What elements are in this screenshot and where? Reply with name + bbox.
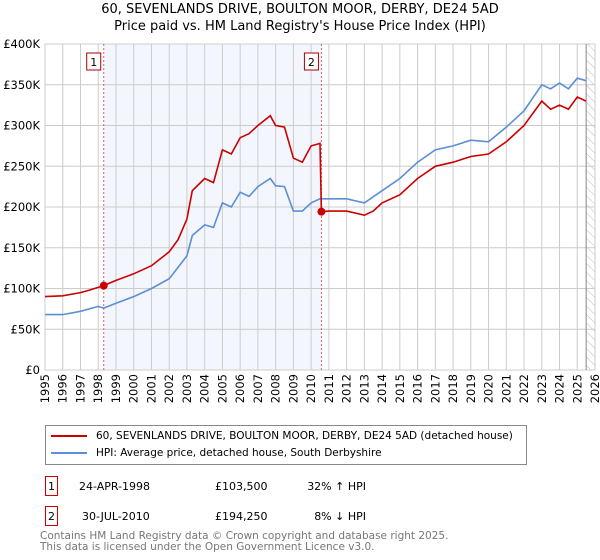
- x-tick-label: 2010: [304, 374, 318, 403]
- x-tick-label: 2016: [411, 374, 425, 403]
- y-tick-label: £0: [25, 363, 40, 377]
- legend-swatch-property: [51, 435, 87, 437]
- footer: Contains HM Land Registry data © Crown c…: [40, 531, 448, 553]
- y-tick-label: £100K: [3, 282, 40, 296]
- x-tick-label: 2002: [162, 374, 176, 403]
- sale-price: £194,250: [215, 509, 268, 523]
- legend: 60, SEVENLANDS DRIVE, BOULTON MOOR, DERB…: [45, 425, 527, 465]
- x-tick-label: 2025: [570, 374, 584, 403]
- legend-swatch-hpi: [51, 452, 87, 454]
- sale-marker-label: 1: [90, 56, 97, 69]
- x-tick-label: 2000: [127, 374, 141, 403]
- y-tick-label: £50K: [11, 322, 41, 336]
- legend-label-hpi: HPI: Average price, detached house, Sout…: [96, 447, 382, 459]
- x-tick-label: 2007: [251, 374, 265, 403]
- sale-point: [317, 207, 326, 216]
- footer-line-1: Contains HM Land Registry data © Crown c…: [40, 530, 449, 542]
- y-tick-label: £300K: [3, 119, 40, 133]
- x-tick-label: 2001: [144, 374, 158, 403]
- sale-marker-box: [303, 52, 319, 71]
- sale-marker-box: [86, 52, 102, 71]
- x-tick-label: 2006: [233, 374, 247, 403]
- x-tick-label: 2005: [215, 374, 229, 403]
- sale-date: 30-JUL-2010: [82, 509, 150, 523]
- property-price-line: [44, 95, 587, 298]
- x-tick-label: 2022: [517, 374, 531, 403]
- y-tick-label: £250K: [3, 159, 40, 173]
- sale-marker-label: 2: [308, 56, 315, 69]
- footer-line-2: This data is licensed under the Open Gov…: [40, 541, 375, 553]
- x-tick-label: 2013: [357, 374, 371, 403]
- y-tick-label: £350K: [3, 78, 40, 92]
- y-tick-label: £150K: [3, 241, 40, 255]
- x-tick-label: 2009: [286, 374, 300, 403]
- sale-row-1: 1 24-APR-1998 £103,500 32% ↑ HPI: [45, 476, 366, 496]
- legend-label-property: 60, SEVENLANDS DRIVE, BOULTON MOOR, DERB…: [96, 430, 513, 442]
- sale-badge: 1: [45, 476, 58, 496]
- x-tick-label: 2014: [375, 374, 389, 403]
- x-tick-label: 2026: [588, 374, 600, 403]
- x-tick-label: 2018: [446, 374, 460, 403]
- sale-price: £103,500: [215, 479, 268, 493]
- y-tick-label: £200K: [3, 200, 40, 214]
- plot-area: £0 £50K £100K £150K £200K £250K £300K £350K £400…: [3, 37, 600, 403]
- x-tick-label: 1998: [91, 374, 105, 403]
- chart-subtitle: Price paid vs. HM Land Registry's House …: [114, 19, 486, 34]
- x-tick-label: 2011: [322, 374, 336, 403]
- hpi-line: [45, 77, 587, 316]
- x-tick-label: 1996: [56, 374, 70, 403]
- x-tick-label: 2015: [393, 374, 407, 403]
- sale-point: [99, 281, 108, 290]
- x-tick-label: 1999: [109, 374, 123, 403]
- sale-hpi-diff: 8% ↓ HPI: [314, 509, 366, 523]
- x-tick-label: 2017: [428, 374, 442, 403]
- sale-date: 24-APR-1998: [79, 479, 151, 493]
- chart-title: 60, SEVENLANDS DRIVE, BOULTON MOOR, DERB…: [101, 2, 499, 17]
- sale-hpi-diff: 32% ↑ HPI: [307, 479, 366, 493]
- x-tick-label: 1997: [73, 374, 87, 403]
- x-tick-label: 2023: [535, 374, 549, 403]
- x-tick-label: 2019: [464, 374, 478, 403]
- x-tick-label: 2024: [553, 374, 567, 403]
- plot-border: [44, 43, 596, 371]
- x-tick-label: 1995: [38, 374, 52, 403]
- x-tick-label: 2012: [340, 374, 354, 403]
- x-tick-label: 2020: [482, 374, 496, 403]
- x-tick-label: 2008: [269, 374, 283, 403]
- x-tick-label: 2003: [180, 374, 194, 403]
- sale-badge: 2: [45, 506, 58, 526]
- sale-row-2: 2 30-JUL-2010 £194,250 8% ↓ HPI: [45, 506, 366, 526]
- x-tick-label: 2021: [499, 374, 513, 403]
- x-tick-label: 2004: [198, 374, 212, 403]
- y-tick-label: £400K: [3, 37, 40, 51]
